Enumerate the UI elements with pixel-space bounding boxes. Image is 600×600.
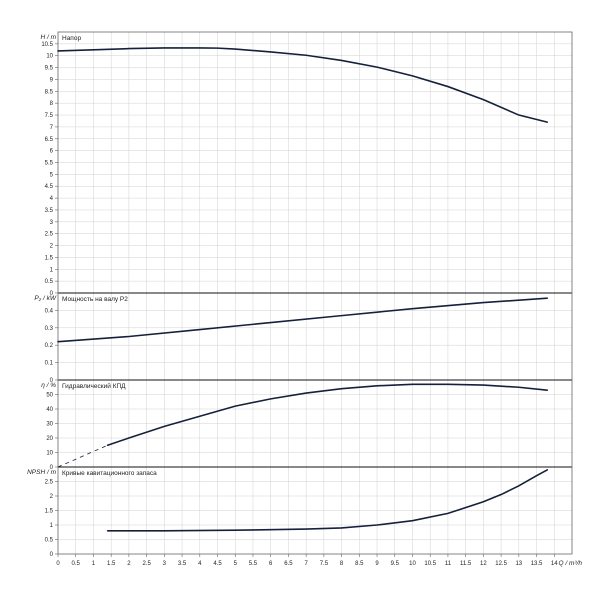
head-axis-label: H / m [40, 34, 56, 41]
y-tick-label: 0.5 [45, 538, 54, 544]
y-tick-label: 9 [50, 77, 54, 83]
y-tick-label: 10.5 [41, 42, 53, 48]
y-tick-label: 0.4 [45, 308, 54, 314]
efficiency-extrapolation-line [57, 444, 108, 468]
y-tick-label: 3 [50, 220, 54, 226]
y-tick-label: 2 [50, 244, 54, 250]
y-tick-label: 9.5 [45, 66, 54, 72]
efficiency-curve [106, 383, 548, 447]
y-tick-label: 8.5 [45, 89, 54, 95]
y-tick-label: 3.5 [45, 208, 54, 214]
y-tick-label: 10 [46, 451, 53, 457]
npsh-axis-label: NPSH / m [27, 469, 56, 476]
x-tick-label: 8.5 [355, 561, 364, 567]
x-tick-label: 12.5 [495, 561, 507, 567]
efficiency-axis-label: η / % [41, 382, 56, 389]
y-tick-label: 0 [50, 291, 54, 297]
x-tick-label: 12 [480, 561, 487, 567]
y-tick-labels: 0 0.5 1 1.5 2 2.5 3 3.5 4 4.5 5 5.5 6 6.5 7 7.5 8 8.5 9 9.5… [41, 42, 58, 558]
power-legend: Мощность на валу P2 [62, 296, 128, 303]
y-tick-label: 40 [46, 407, 53, 413]
x-tick-label: 3 [163, 561, 167, 567]
y-tick-label: 4 [50, 196, 54, 202]
x-tick-label: 5 [234, 561, 238, 567]
y-tick-label: 1.5 [45, 509, 54, 515]
y-tick-label: 7.5 [45, 113, 54, 119]
x-tick-label: 8 [340, 561, 344, 567]
x-axis-label: Q / m³/h [559, 560, 583, 567]
y-tick-label: 1 [50, 267, 54, 273]
x-tick-label: 4.5 [213, 561, 222, 567]
npsh-curve [106, 469, 548, 532]
x-tick-label: 5.5 [249, 561, 258, 567]
y-tick-label: 0 [50, 552, 54, 558]
x-tick-label: 0 [56, 561, 60, 567]
y-tick-label: 8 [50, 101, 54, 107]
y-tick-label: 5 [50, 172, 54, 178]
x-tick-label: 13 [515, 561, 522, 567]
x-tick-label: 9 [375, 561, 379, 567]
x-tick-label: 9.5 [391, 561, 400, 567]
x-tick-label: 2.5 [142, 561, 151, 567]
y-tick-label: 50 [46, 393, 53, 399]
y-tick-label: 1 [50, 523, 54, 529]
y-tick-label: 10 [46, 54, 53, 60]
x-tick-label: 10.5 [424, 561, 436, 567]
y-tick-label: 2 [50, 494, 54, 500]
x-tick-label: 11 [445, 561, 452, 567]
y-tick-label: 5.5 [45, 161, 54, 167]
curve-layer [57, 47, 548, 532]
x-tick-label: 13.5 [531, 561, 543, 567]
y-tick-label: 6 [50, 149, 54, 155]
y-tick-label: 20 [46, 436, 53, 442]
x-tick-label: 1 [92, 561, 96, 567]
y-tick-label: 0.2 [45, 343, 54, 349]
panel-labels: H / m Напор P₂ / kW Мощность на валу P2 η / … [27, 34, 157, 477]
x-tick-label: 10 [409, 561, 416, 567]
y-tick-label: 7 [50, 125, 54, 131]
x-tick-label: 6 [269, 561, 273, 567]
y-tick-label: 6.5 [45, 137, 54, 143]
x-tick-labels: 0 0.5 1 1.5 2 2.5 3 3.5 4 4.5 5 5.5 6 6.5 7 7.5 8 8.5 9 9.5… [56, 554, 558, 567]
head-curve [57, 47, 548, 123]
x-tick-label: 2 [127, 561, 131, 567]
x-tick-label: 1.5 [107, 561, 116, 567]
x-tick-label: 0.5 [72, 561, 81, 567]
y-tick-label: 2.5 [45, 232, 54, 238]
power-curve [57, 297, 548, 343]
efficiency-legend: Гидравлический КПД [62, 382, 126, 390]
x-tick-label: 7 [304, 561, 308, 567]
y-tick-label: 4.5 [45, 184, 54, 190]
x-tick-label: 3.5 [178, 561, 187, 567]
head-legend: Напор [62, 35, 81, 42]
x-tick-label: 11.5 [460, 561, 472, 567]
y-tick-label: 0.5 [45, 279, 54, 285]
x-tick-label: 7.5 [320, 561, 329, 567]
power-axis-label: P₂ / kW [34, 295, 56, 302]
y-tick-label: 0 [50, 378, 54, 384]
y-tick-label: 0 [50, 465, 54, 471]
y-tick-label: 30 [46, 422, 53, 428]
x-tick-label: 4 [198, 561, 202, 567]
y-tick-label: 2.5 [45, 480, 54, 486]
npsh-legend: Кривые кавитационного запаса [62, 470, 157, 477]
y-tick-label: 0.3 [45, 326, 54, 332]
panel-separators [58, 292, 572, 468]
x-tick-label: 6.5 [284, 561, 293, 567]
y-tick-label: 1.5 [45, 255, 54, 261]
x-tick-label: 14 [551, 561, 558, 567]
y-tick-label: 0.1 [45, 361, 54, 367]
